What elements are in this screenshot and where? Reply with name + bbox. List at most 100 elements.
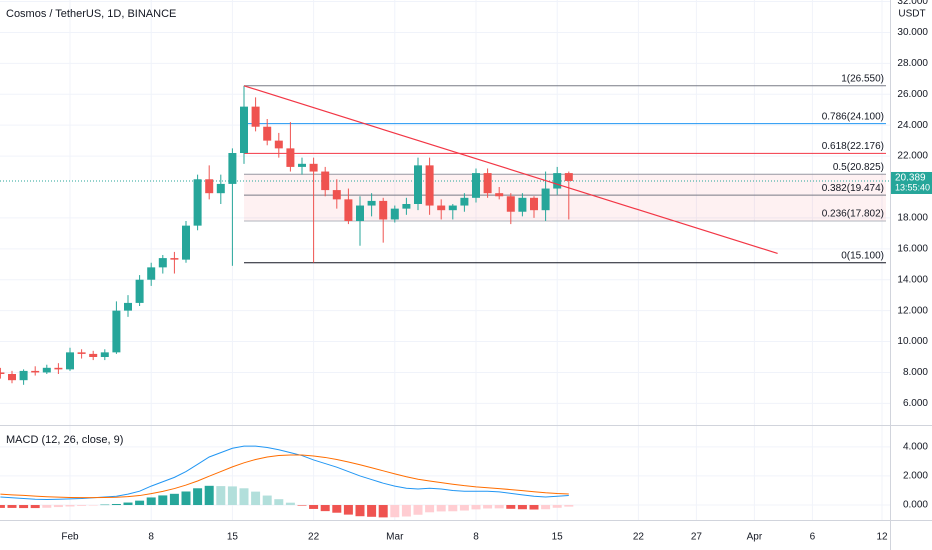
histogram-bar [227,486,237,506]
candle-body [564,173,573,181]
candle-body [66,352,74,370]
candle-body [228,153,237,184]
histogram-bar [65,505,75,507]
candle-body [8,374,16,381]
x-tick-label: Mar [386,532,404,543]
histogram-bar [193,488,203,506]
histogram-bar [274,499,284,506]
candle-body [298,163,306,167]
histogram-bar [285,502,295,506]
candle-body [170,258,179,260]
histogram-bar [216,486,226,506]
candle-body [332,190,341,200]
fib-label: 0.786(24.100) [822,111,884,122]
candle-body [414,165,422,204]
candle-body [135,279,144,303]
candle-body [379,200,388,220]
candle-body [147,267,156,280]
histogram-bar [413,505,423,515]
candle-body [390,208,399,220]
x-tick-label: 12 [876,532,888,543]
candle-body [472,173,480,198]
histogram-bar [53,505,63,508]
histogram-bar [0,505,5,508]
histogram-bar [19,505,29,509]
y-tick-label: 8.000 [903,367,928,378]
candle-body [274,140,283,149]
histogram-bar [123,502,133,506]
candle-body [112,310,121,353]
candle-body [448,205,457,211]
candle-body [402,204,411,209]
histogram-bar [251,491,261,506]
histogram-bar [158,495,168,506]
histogram-bar [390,505,400,518]
chart-title: Cosmos / TetherUS, 1D, BINANCE [6,8,176,20]
candle-body [460,197,469,206]
histogram-bar [459,505,469,511]
histogram-bar [77,505,87,506]
histogram-bar [483,505,493,509]
y-tick-label: 32.000 [897,0,928,7]
candle-body [0,372,5,374]
histogram-bar [309,505,319,509]
histogram-bar [146,497,156,506]
x-tick-label: 15 [227,532,239,543]
histogram-bar [436,505,446,512]
histogram-bar [135,500,145,506]
histogram-bar [506,505,516,509]
candle-body [77,352,86,354]
histogram-bar [239,488,249,506]
candle-body [367,200,376,206]
histogram-bar [204,485,214,506]
fib-label: 0.5(20.825) [833,162,884,173]
x-tick-label: 27 [691,532,703,543]
y-tick-label: 0.000 [903,500,928,511]
x-tick-label: 8 [148,532,154,543]
currency: USDT [898,9,925,20]
x-tick-label: 15 [552,532,564,543]
histogram-bar [100,504,110,506]
y-tick-label: 22.000 [897,151,928,162]
candle-body [158,258,167,268]
candle-body [193,179,202,226]
y-tick-label: 16.000 [897,243,928,254]
x-tick-label: Feb [61,532,79,543]
x-tick-label: 6 [810,532,816,543]
histogram-bar [181,491,191,506]
histogram-bar [111,503,121,506]
histogram-bar [88,505,98,506]
histogram-bar [42,505,52,508]
price-tag-countdown: 13:55:40 [895,182,930,192]
trendline [243,85,778,255]
x-tick-label: 22 [633,532,645,543]
histogram-bar [343,505,353,515]
fib-label: 1(26.550) [841,73,884,84]
y-tick-label: 24.000 [897,120,928,131]
candle-body [495,193,504,197]
fib-label: 0.618(22.176) [822,141,884,152]
histogram-bar [448,505,458,512]
y-tick-label: 12.000 [897,305,928,316]
candle-body [321,171,330,191]
candle-body [553,173,562,189]
macd-line [0,454,569,499]
price-tag-value: 20.389 [895,173,926,184]
y-tick-label: 28.000 [897,58,928,69]
histogram-bar [297,505,307,506]
candle-body [530,197,538,211]
y-tick-label: 4.000 [903,441,928,452]
candle-body [356,205,364,221]
candle-body [541,188,550,211]
histogram-bar [30,505,40,509]
y-tick-label: 14.000 [897,274,928,285]
candle-body [42,367,51,373]
x-tick-label: Apr [747,532,763,543]
candle-body [483,173,492,194]
y-tick-label: 6.000 [903,398,928,409]
histogram-bar [378,505,388,518]
candle-body [518,197,527,212]
y-tick-label: 30.000 [897,27,928,38]
y-tick-label: 18.000 [897,213,928,224]
